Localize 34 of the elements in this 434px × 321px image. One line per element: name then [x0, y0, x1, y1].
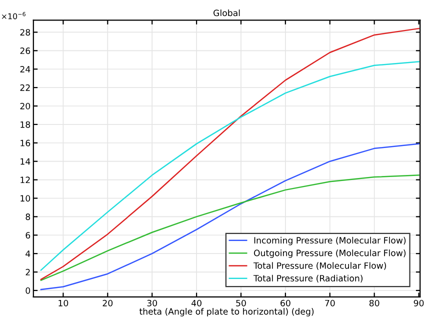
- y-tick-label: 18: [20, 121, 30, 128]
- y-tick-label: 8: [26, 214, 30, 220]
- y-tick-label: 24: [20, 66, 30, 72]
- legend-label: Total Pressure (Molecular Flow): [253, 262, 386, 270]
- y-tick-label: 6: [26, 232, 30, 239]
- legend-label: Incoming Pressure (Molecular Flow): [254, 236, 406, 246]
- x-tick-label: 20: [102, 300, 113, 306]
- x-tick-label: 90: [414, 300, 424, 306]
- x-tick-label: 50: [236, 300, 246, 306]
- x-tick-label: 10: [58, 300, 68, 306]
- y-tick-label: 10: [20, 195, 30, 202]
- x-tick-label: 80: [369, 300, 380, 306]
- line-series: [40, 61, 420, 271]
- line-series: [40, 28, 420, 280]
- x-tick-label: 70: [325, 300, 335, 306]
- x-tick-label: 40: [191, 300, 202, 306]
- y-tick-label: 12: [20, 176, 30, 184]
- y-tick-label: 26: [20, 48, 30, 54]
- y-tick-label: 20: [20, 102, 30, 110]
- y-tick-label: 0: [26, 287, 30, 294]
- y-tick-label: 14: [20, 158, 30, 165]
- legend-label: Outgoing Pressure (Molecular Flow): [254, 250, 406, 258]
- y-tick-label: 4: [26, 250, 30, 257]
- x-axis-title: theta (Angle of plate to horizontal) (deg): [139, 308, 314, 316]
- y-tick-label: 22: [20, 84, 30, 91]
- chart-title: Global: [214, 10, 240, 16]
- y-tick-label: 2: [26, 268, 30, 276]
- x-tick-label: 60: [280, 300, 290, 306]
- y-tick-label: 16: [20, 140, 30, 146]
- x-tick-label: 30: [147, 300, 157, 306]
- line-series: [40, 174, 420, 281]
- legend-label: Total Pressure (Radiation): [253, 274, 363, 282]
- y-tick-label: 28: [20, 29, 30, 36]
- line-series: [40, 143, 420, 290]
